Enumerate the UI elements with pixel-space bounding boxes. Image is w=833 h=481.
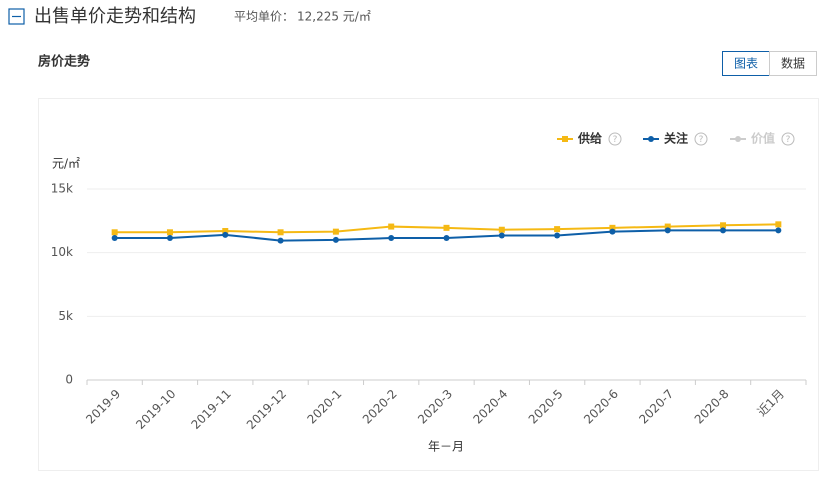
y-tick-label: 10k (51, 245, 73, 259)
point (443, 224, 450, 231)
avg-label: 平均单价： (234, 10, 294, 24)
chart-frame (38, 98, 819, 471)
point (222, 228, 229, 235)
x-tick-label: 2020-8 (692, 387, 732, 427)
legend-marker (648, 136, 654, 142)
legend-label: 供给 (577, 131, 602, 146)
legend-label: 价值 (751, 131, 775, 146)
x-tick-label: 2020-2 (360, 387, 400, 427)
y-tick-label: 15k (51, 182, 73, 196)
point (664, 223, 671, 230)
tab-data[interactable] (769, 51, 817, 76)
point (277, 237, 284, 244)
point (498, 232, 505, 239)
point (111, 229, 118, 236)
point (388, 235, 395, 242)
point (277, 229, 284, 236)
x-tick-label: 2019-11 (189, 387, 234, 432)
collapse-icon[interactable] (8, 8, 25, 25)
point (609, 228, 616, 235)
x-tick-label: 2020-4 (470, 387, 510, 427)
x-tick-label: 2020-3 (415, 387, 455, 427)
help-icon-mark: ? (613, 135, 618, 145)
point (166, 229, 173, 236)
point (664, 227, 671, 234)
help-icon (694, 132, 708, 146)
y-tick-label: 0 (65, 373, 73, 387)
legend-marker (562, 136, 568, 142)
legend-marker (735, 136, 741, 142)
page-title: 出售单价走势和结构 (34, 6, 196, 27)
tab-data-label: 数据 (781, 56, 805, 71)
help-icon-mark: ? (786, 135, 791, 145)
x-axis-label: 年－月 (428, 440, 464, 454)
y-axis-label: 元/㎡ (52, 157, 80, 171)
point (332, 236, 339, 243)
point (388, 223, 395, 230)
x-tick-label: 2020-7 (636, 387, 676, 427)
point (775, 227, 782, 234)
help-icon (608, 132, 622, 146)
y-tick-label: 5k (58, 309, 73, 323)
x-tick-label: 2019-12 (244, 387, 289, 432)
point (775, 221, 782, 228)
section-title: 房价走势 (38, 54, 90, 70)
point (222, 231, 229, 238)
x-tick-label: 2019-10 (133, 387, 178, 432)
point (720, 227, 727, 234)
x-tick-label: 2020-5 (526, 387, 566, 427)
tab-chart[interactable] (722, 51, 770, 76)
point (111, 235, 118, 242)
point (720, 222, 727, 229)
legend-label: 关注 (664, 131, 688, 146)
x-tick-label: 2020-6 (581, 387, 621, 427)
help-icon (781, 132, 795, 146)
point (609, 224, 616, 231)
point (443, 235, 450, 242)
point (166, 235, 173, 242)
x-tick-label: 2019-9 (83, 387, 123, 427)
point (498, 226, 505, 233)
help-icon-mark: ? (699, 135, 704, 145)
avg-value: 12,225 元/㎡ (297, 10, 371, 24)
point (332, 228, 339, 235)
x-tick-label: 2020-1 (305, 387, 345, 427)
tab-chart-label: 图表 (734, 57, 758, 71)
point (554, 232, 561, 239)
point (554, 226, 561, 233)
x-tick-label: 近1月 (755, 387, 787, 419)
